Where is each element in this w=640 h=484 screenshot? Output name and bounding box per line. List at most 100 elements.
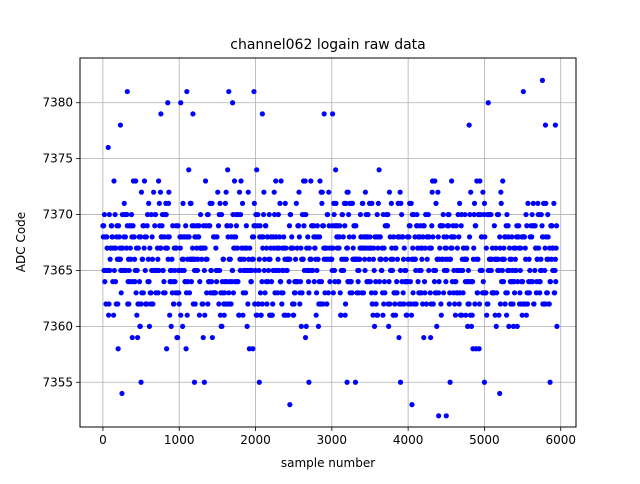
data-point [117,256,124,262]
data-point [165,200,172,206]
data-point [514,323,520,329]
data-point [176,301,182,307]
data-point [398,200,404,206]
data-point [518,245,524,251]
data-point [223,189,229,195]
data-point [501,256,507,262]
data-point [184,88,190,95]
data-point [217,267,223,274]
data-point [530,200,536,206]
data-point [362,256,368,262]
data-point [302,334,309,341]
data-point [215,189,221,195]
data-point [324,301,330,307]
data-point [436,413,442,419]
data-point [257,290,264,296]
data-point [418,267,424,274]
data-point [459,312,465,318]
data-point [190,111,196,117]
data-point [333,167,339,173]
data-point [355,279,361,285]
data-point [519,312,525,318]
data-point [390,256,396,262]
data-point [344,245,351,251]
data-point [337,290,343,296]
data-point [112,279,119,285]
data-point [536,245,542,251]
data-point [445,223,452,229]
data-point [302,178,308,184]
data-point [248,279,254,285]
data-point [497,301,504,307]
data-point [529,279,536,285]
data-point [275,256,281,262]
data-point [217,312,224,318]
data-point [178,100,184,106]
data-point [336,234,343,240]
x-tick-label: 4000 [393,433,424,447]
data-point [180,256,186,262]
data-point [297,301,303,307]
data-point [421,334,427,341]
data-point [204,290,210,296]
data-point [480,279,486,285]
data-point [202,312,208,318]
data-point [183,223,189,229]
data-point [547,279,554,285]
data-point [213,279,220,285]
data-point [266,211,272,218]
data-point [386,279,392,285]
data-point [288,211,294,218]
data-point [376,279,383,285]
data-point [513,267,519,274]
data-point [113,245,119,251]
data-point [283,245,289,251]
data-point [552,256,559,262]
data-point [128,256,134,262]
data-point [331,211,337,218]
data-point [209,200,215,206]
data-point [547,379,553,385]
data-point [303,211,309,218]
data-point [171,301,177,307]
data-point [446,301,452,307]
data-point [397,379,404,385]
data-point [166,234,172,240]
data-point [463,256,470,262]
data-point [305,279,312,285]
data-point [422,290,428,296]
data-point [410,245,416,251]
data-point [164,346,170,352]
data-point [427,290,433,296]
data-point [502,301,508,307]
data-point [460,290,466,296]
data-point [554,323,560,329]
data-point [466,234,473,240]
data-point [209,334,215,341]
data-point [278,178,284,184]
data-point [186,167,192,173]
data-point [242,290,249,296]
data-point [325,290,331,296]
data-point [279,301,285,307]
data-point [423,301,430,307]
data-point [196,223,202,229]
data-point [384,223,391,229]
data-point [552,290,558,296]
data-point [349,290,355,296]
data-point [102,279,108,285]
data-point [481,379,488,385]
data-point [451,234,457,240]
data-point [256,256,262,262]
data-point [376,167,382,173]
data-point [373,279,379,285]
data-point [150,301,156,307]
data-point [360,290,367,296]
data-point [169,256,175,262]
data-point [510,323,517,329]
data-point [470,279,476,285]
data-point [313,290,320,296]
data-point [447,290,453,296]
data-point [145,256,151,262]
data-point [378,256,384,262]
